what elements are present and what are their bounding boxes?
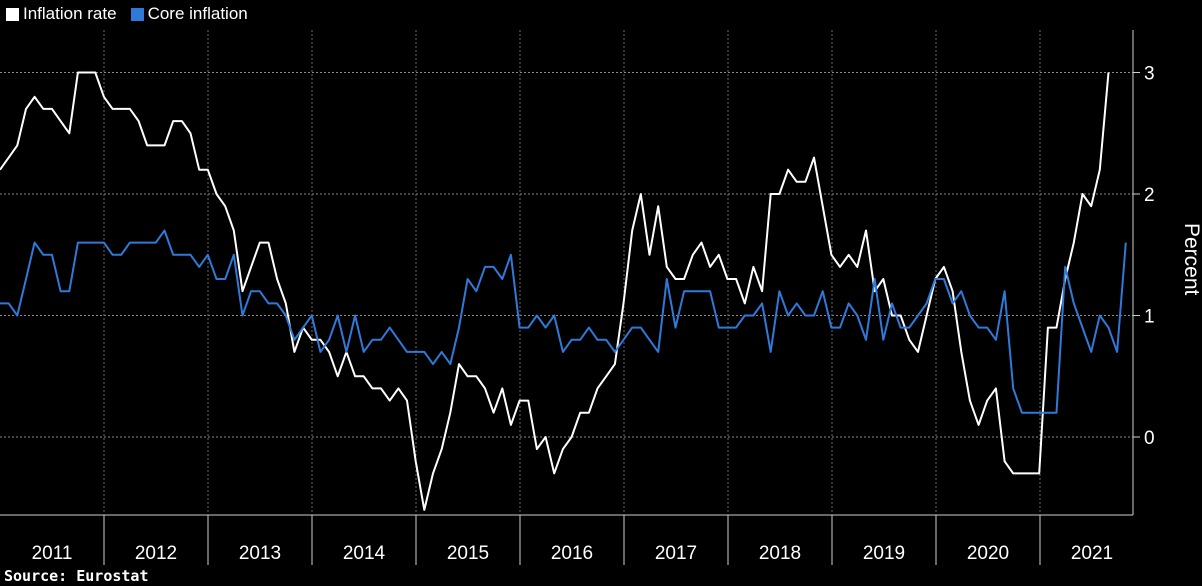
x-tick-label-2012: 2012 <box>135 543 177 564</box>
legend: Inflation rate Core inflation <box>6 4 248 24</box>
source-note: Source: Eurostat <box>4 567 149 585</box>
legend-label-core: Core inflation <box>147 4 248 23</box>
x-tick-label-2014: 2014 <box>343 543 386 564</box>
legend-label-inflation: Inflation rate <box>23 4 117 23</box>
x-tick-label-2020: 2020 <box>967 543 1009 564</box>
legend-swatch-inflation <box>6 7 19 21</box>
legend-item-core: Core inflation <box>130 4 248 24</box>
series-line-inflation-rate <box>0 71 1110 511</box>
x-tick-label-2015: 2015 <box>447 543 489 564</box>
x-tick-label-2011: 2011 <box>32 543 73 564</box>
legend-item-inflation: Inflation rate <box>6 4 117 24</box>
y-tick-label-2: 2 <box>1144 185 1155 206</box>
x-tick-label-2018: 2018 <box>759 543 801 564</box>
legend-swatch-core <box>130 7 144 21</box>
y-axis-label: Percent <box>1180 223 1202 296</box>
x-tick-label-2017: 2017 <box>655 543 697 564</box>
y-tick-label-3: 3 <box>1144 64 1155 85</box>
series-line-core-inflation <box>0 229 1127 414</box>
x-tick-label-2019: 2019 <box>863 543 905 564</box>
y-tick-label-1: 1 <box>1144 307 1155 328</box>
y-tick-label-0: 0 <box>1144 428 1155 449</box>
x-tick-label-2013: 2013 <box>239 543 281 564</box>
x-tick-label-2016: 2016 <box>551 543 593 564</box>
x-tick-label-2021: 2021 <box>1071 543 1113 564</box>
